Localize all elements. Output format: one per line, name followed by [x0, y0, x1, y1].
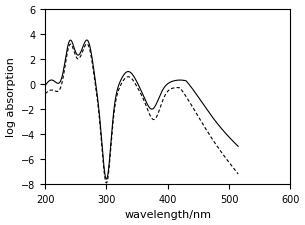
Y-axis label: log absorption: log absorption [5, 57, 16, 137]
X-axis label: wavelength/nm: wavelength/nm [124, 209, 211, 219]
